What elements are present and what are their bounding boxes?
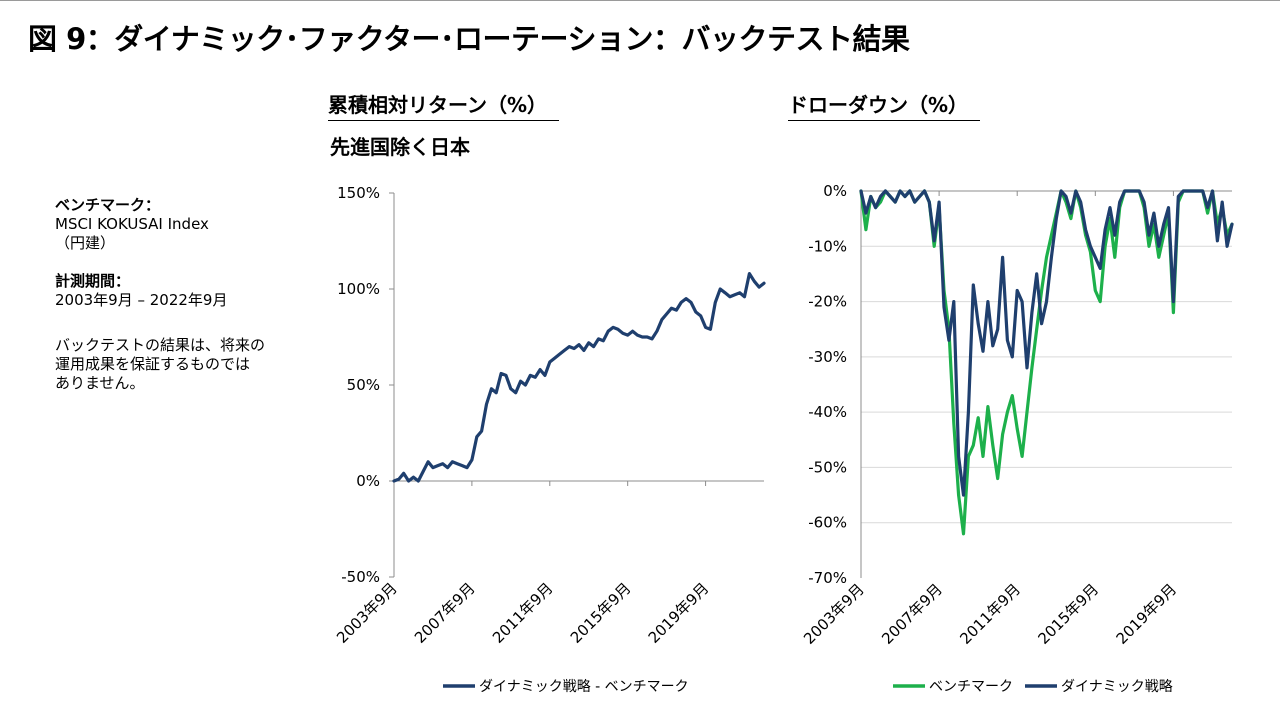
benchmark-info: ベンチマーク： MSCI KOKUSAI Index （円建） bbox=[55, 196, 209, 253]
y-tick-label-6: -10% bbox=[808, 237, 847, 255]
y-tick-label-0: -50% bbox=[341, 568, 380, 586]
y-tick-label-5: -20% bbox=[808, 293, 847, 311]
series-line-0 bbox=[392, 272, 766, 483]
legend-label-0: ベンチマーク bbox=[929, 679, 1013, 695]
y-tick-label-0: -70% bbox=[808, 569, 847, 587]
benchmark-label: ベンチマーク： bbox=[55, 196, 161, 214]
y-tick-label-7: 0% bbox=[823, 182, 847, 200]
disclaimer-line-2: 運用成果を保証するものでは bbox=[55, 355, 251, 373]
x-tick-label-3: 2015年9月 bbox=[1034, 580, 1102, 648]
benchmark-value: MSCI KOKUSAI Index bbox=[55, 215, 209, 233]
y-tick-label-3: -40% bbox=[808, 403, 847, 421]
y-tick-label-3: 100% bbox=[337, 280, 380, 298]
x-tick-label-1: 2007年9月 bbox=[878, 580, 946, 648]
x-tick-label-4: 2019年9月 bbox=[1113, 580, 1181, 648]
y-tick-label-4: 150% bbox=[337, 184, 380, 202]
benchmark-note: （円建） bbox=[55, 234, 116, 252]
left-chart-subheading: 先進国除く日本 bbox=[330, 135, 470, 159]
y-tick-label-4: -30% bbox=[808, 348, 847, 366]
series-line-1 bbox=[859, 189, 1234, 497]
y-tick-label-2: -50% bbox=[808, 458, 847, 476]
left-chart-heading: 累積相対リターン（%） bbox=[328, 89, 560, 121]
x-tick-label-0: 2003年9月 bbox=[800, 580, 868, 648]
y-tick-label-1: -60% bbox=[808, 514, 847, 532]
period-info: 計測期間： 2003年9月 – 2022年9月 bbox=[55, 272, 227, 310]
y-tick-label-1: 0% bbox=[356, 472, 380, 490]
legend-label-1: ダイナミック戦略 bbox=[1061, 679, 1173, 695]
period-label: 計測期間： bbox=[55, 272, 131, 290]
legend-label-0: ダイナミック戦略 - ベンチマーク bbox=[479, 679, 689, 695]
y-tick-label-2: 50% bbox=[347, 376, 380, 394]
page-title: 図 9：ダイナミック･ファクター･ローテーション：バックテスト結果 bbox=[28, 22, 910, 56]
x-tick-label-2: 2011年9月 bbox=[956, 580, 1024, 648]
disclaimer-line-1: バックテストの結果は、将来の bbox=[55, 336, 266, 354]
top-rule bbox=[0, 0, 1280, 1]
period-value: 2003年9月 – 2022年9月 bbox=[55, 291, 228, 309]
right-chart-heading: ドローダウン（%） bbox=[788, 89, 981, 121]
disclaimer: バックテストの結果は、将来の 運用成果を保証するものでは ありません。 bbox=[55, 336, 265, 393]
disclaimer-line-3: ありません。 bbox=[55, 374, 145, 392]
